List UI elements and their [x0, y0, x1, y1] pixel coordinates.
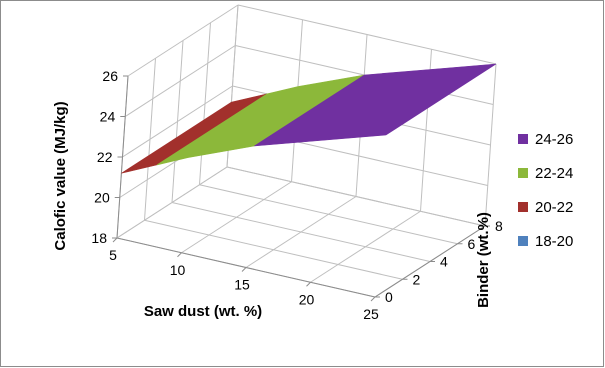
- y-tick-label: 6: [468, 236, 476, 252]
- z-tick-label: 20: [94, 190, 110, 206]
- x-tick-label: 10: [170, 262, 186, 278]
- surface-band-24-26: [254, 63, 497, 147]
- x-tick-mark: [370, 296, 376, 302]
- y-tick-label: 8: [495, 218, 503, 234]
- z-tick-label: 22: [97, 149, 113, 165]
- surface-plot: [121, 63, 497, 174]
- z-axis-title: Calofic value (MJ/kg): [52, 101, 69, 250]
- back-wall-gridline: [127, 4, 239, 77]
- z-tick-label: 24: [100, 109, 116, 125]
- x-tick-label: 15: [234, 277, 250, 293]
- x-tick-mark: [306, 281, 311, 287]
- legend-swatch: [518, 134, 528, 144]
- y-tick-label: 4: [440, 254, 448, 270]
- legend: 24-26 22-24 20-22 18-20: [518, 131, 573, 250]
- legend-swatch: [518, 236, 528, 246]
- z-tick-label: 26: [102, 68, 118, 84]
- x-tick-mark: [112, 237, 118, 243]
- legend-label: 24-26: [535, 131, 573, 148]
- z-axis-ticks: 18 20 22 24 26: [91, 68, 128, 246]
- floor-gridline: [226, 166, 486, 227]
- legend-swatch: [518, 202, 528, 212]
- y-axis-title: Binder (wt.%): [475, 212, 492, 308]
- y-tick-label: 0: [385, 289, 393, 305]
- x-tick-mark: [177, 252, 182, 258]
- legend-swatch: [518, 168, 528, 178]
- x-tick-label: 20: [299, 291, 315, 307]
- y-axis-ticks: 0 2 4 6 8: [375, 218, 503, 305]
- legend-label: 20-22: [535, 199, 573, 216]
- x-tick-mark: [241, 267, 247, 272]
- legend-label: 18-20: [535, 233, 573, 250]
- x-tick-label: 25: [363, 306, 379, 322]
- back-wall-gridline: [122, 85, 233, 158]
- x-axis-ticks: 5 10 15 20 25: [109, 237, 379, 322]
- legend-label: 22-24: [535, 165, 573, 182]
- floor-gridline: [144, 219, 403, 280]
- side-wall-gridline: [237, 4, 497, 65]
- back-wall-gridline: [124, 45, 236, 117]
- z-tick-label: 18: [91, 230, 107, 246]
- floor-gridline: [171, 202, 431, 262]
- floor-gridline: [199, 184, 458, 245]
- y-tick-label: 2: [413, 271, 421, 287]
- x-axis-title: Saw dust (wt. %): [144, 303, 262, 320]
- x-tick-label: 5: [109, 247, 117, 263]
